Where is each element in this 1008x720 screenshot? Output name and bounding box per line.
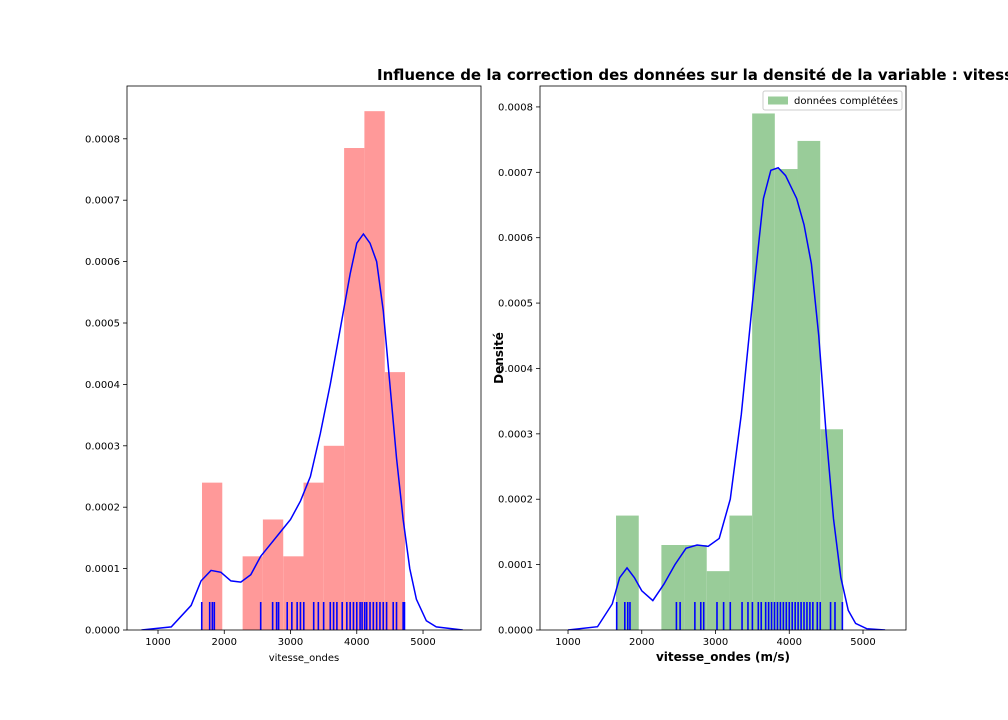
- chart-title: Influence de la correction des données s…: [377, 66, 1008, 84]
- x-tick-label: 2000: [212, 637, 237, 648]
- x-tick-label: 3000: [278, 637, 303, 648]
- hist-bar: [752, 113, 775, 630]
- hist-bar: [661, 545, 685, 630]
- y-tick-label: 0.0000: [498, 626, 533, 637]
- y-tick-label: 0.0001: [498, 560, 533, 571]
- x-tick-label: 3000: [703, 637, 728, 648]
- y-tick-label: 0.0005: [498, 299, 533, 310]
- x-tick-label: 1000: [145, 637, 170, 648]
- x-tick-label: 5000: [410, 637, 435, 648]
- y-tick-label: 0.0002: [85, 503, 120, 514]
- y-axis-label: Densité: [492, 332, 506, 384]
- kde-line: [141, 232, 463, 630]
- hist-bar: [202, 482, 223, 630]
- y-tick-label: 0.0008: [498, 102, 533, 113]
- x-tick-label: 1000: [555, 637, 580, 648]
- hist-bar: [616, 515, 639, 630]
- hist-bar: [384, 372, 406, 630]
- hist-bar: [820, 429, 844, 630]
- y-tick-label: 0.0004: [498, 364, 533, 375]
- y-tick-label: 0.0002: [498, 495, 533, 506]
- hist-bar: [729, 515, 753, 630]
- y-tick-label: 0.0004: [85, 380, 120, 391]
- hist-bar: [323, 445, 345, 630]
- x-tick-label: 5000: [850, 637, 875, 648]
- y-tick-label: 0.0007: [85, 196, 120, 207]
- hist-bar: [303, 482, 324, 630]
- y-tick-label: 0.0006: [85, 257, 120, 268]
- legend-frame: [762, 90, 903, 111]
- y-tick-label: 0.0001: [85, 564, 120, 575]
- legend-swatch: [768, 96, 788, 105]
- x-axis-label: vitesse_ondes: [269, 653, 340, 664]
- x-tick-label: 4000: [777, 637, 802, 648]
- y-tick-label: 0.0000: [85, 626, 120, 637]
- kde-line: [567, 166, 886, 630]
- hist-bar: [706, 571, 730, 630]
- hist-bar: [242, 556, 263, 630]
- y-tick-label: 0.0003: [85, 441, 120, 452]
- hist-bar: [283, 556, 304, 630]
- axes-frame: [539, 85, 907, 631]
- y-tick-label: 0.0005: [85, 319, 120, 330]
- legend-label: données complétées: [794, 95, 898, 107]
- hist-bar: [774, 169, 798, 630]
- plot-area: [567, 113, 886, 630]
- hist-bar: [364, 111, 385, 630]
- hist-bar: [797, 140, 821, 630]
- x-axis-label: vitesse_ondes (m/s): [656, 650, 790, 665]
- legend: données complétées: [762, 90, 903, 111]
- x-tick-label: 4000: [344, 637, 369, 648]
- y-tick-label: 0.0007: [498, 168, 533, 179]
- x-tick-label: 2000: [629, 637, 654, 648]
- hist-bar: [344, 148, 365, 630]
- y-tick-label: 0.0006: [498, 233, 533, 244]
- plot-area: [141, 111, 463, 630]
- y-tick-label: 0.0003: [498, 429, 533, 440]
- y-tick-label: 0.0008: [85, 134, 120, 145]
- axes-frame: [126, 85, 482, 631]
